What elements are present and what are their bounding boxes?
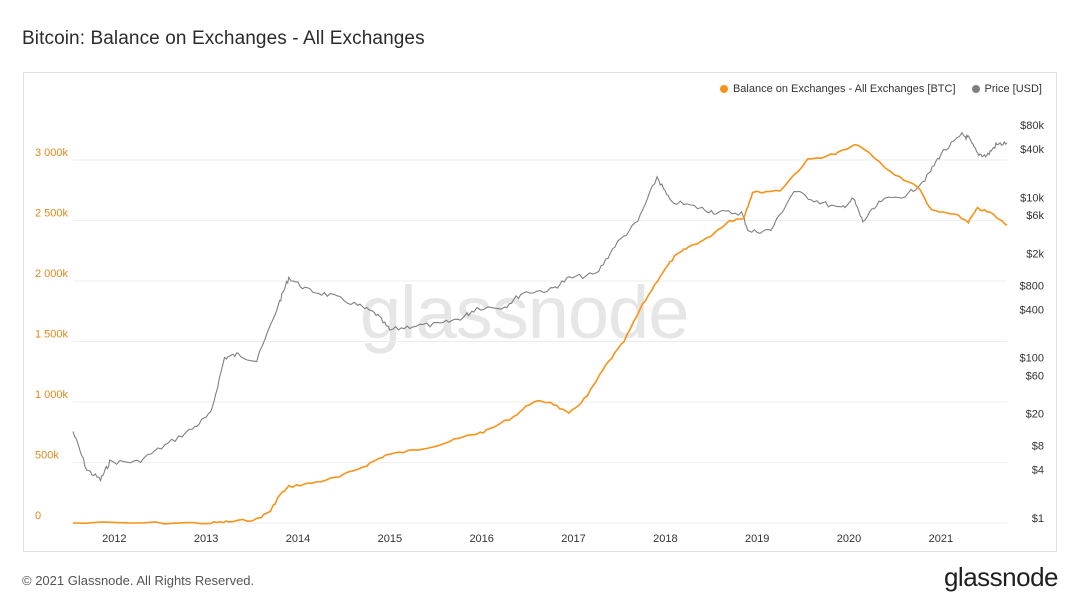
legend-item-balance[interactable]: Balance on Exchanges - All Exchanges [BT… bbox=[719, 83, 956, 95]
x-tick-label: 2018 bbox=[653, 533, 677, 545]
y-right-tick-label: $400 bbox=[1020, 304, 1044, 316]
y-left-tick-label: 1 500k bbox=[35, 329, 69, 341]
y-left-tick-label: 1 000k bbox=[35, 389, 69, 401]
y-left-tick-label: 500k bbox=[35, 450, 59, 462]
legend-dot-price-icon bbox=[971, 85, 980, 93]
y-right-tick-label: $10k bbox=[1020, 192, 1044, 204]
y-right-tick-label: $80k bbox=[1020, 120, 1044, 132]
y-right-tick-label: $4 bbox=[1032, 465, 1044, 477]
y-right-tick-label: $2k bbox=[1026, 248, 1044, 260]
y-right-tick-label: $1 bbox=[1032, 513, 1044, 525]
price-series-line bbox=[72, 131, 1008, 483]
legend-item-price[interactable]: Price [USD] bbox=[971, 83, 1042, 95]
y-right-tick-label: $8 bbox=[1032, 441, 1044, 453]
x-tick-label: 2015 bbox=[378, 533, 402, 545]
legend-dot-balance-icon bbox=[719, 85, 728, 93]
watermark: glassnode bbox=[360, 271, 689, 354]
legend-label-balance: Balance on Exchanges - All Exchanges [BT… bbox=[732, 83, 956, 95]
x-tick-label: 2017 bbox=[561, 533, 585, 545]
y-right-tick-label: $800 bbox=[1020, 280, 1044, 292]
y-right-tick-label: $60 bbox=[1026, 370, 1044, 382]
x-tick-label: 2019 bbox=[745, 533, 769, 545]
y-right-tick-label: $100 bbox=[1020, 353, 1044, 365]
glassnode-logo: glassnode bbox=[943, 562, 1059, 592]
x-tick-label: 2012 bbox=[102, 533, 126, 545]
x-tick-label: 2021 bbox=[929, 533, 953, 545]
y-left-tick-label: 2 500k bbox=[35, 208, 69, 220]
x-tick-label: 2016 bbox=[469, 533, 493, 545]
legend-label-price: Price [USD] bbox=[984, 83, 1042, 95]
chart-panel bbox=[23, 72, 1057, 552]
balance-series-line bbox=[72, 143, 1008, 525]
y-left-tick-label: 0 bbox=[35, 510, 41, 522]
chart-legend: Balance on Exchanges - All Exchanges [BT… bbox=[719, 83, 1042, 95]
y-right-tick-label: $40k bbox=[1020, 144, 1044, 156]
page-title: Bitcoin: Balance on Exchanges - All Exch… bbox=[22, 28, 425, 49]
x-tick-label: 2013 bbox=[194, 533, 218, 545]
y-left-tick-label: 3 000k bbox=[35, 147, 69, 159]
y-right-tick-label: $6k bbox=[1026, 210, 1044, 222]
y-left-tick-label: 2 000k bbox=[35, 268, 69, 280]
copyright: © 2021 Glassnode. All Rights Reserved. bbox=[22, 573, 255, 588]
x-tick-label: 2014 bbox=[286, 533, 310, 545]
y-right-tick-label: $20 bbox=[1026, 409, 1044, 421]
x-tick-label: 2020 bbox=[837, 533, 861, 545]
